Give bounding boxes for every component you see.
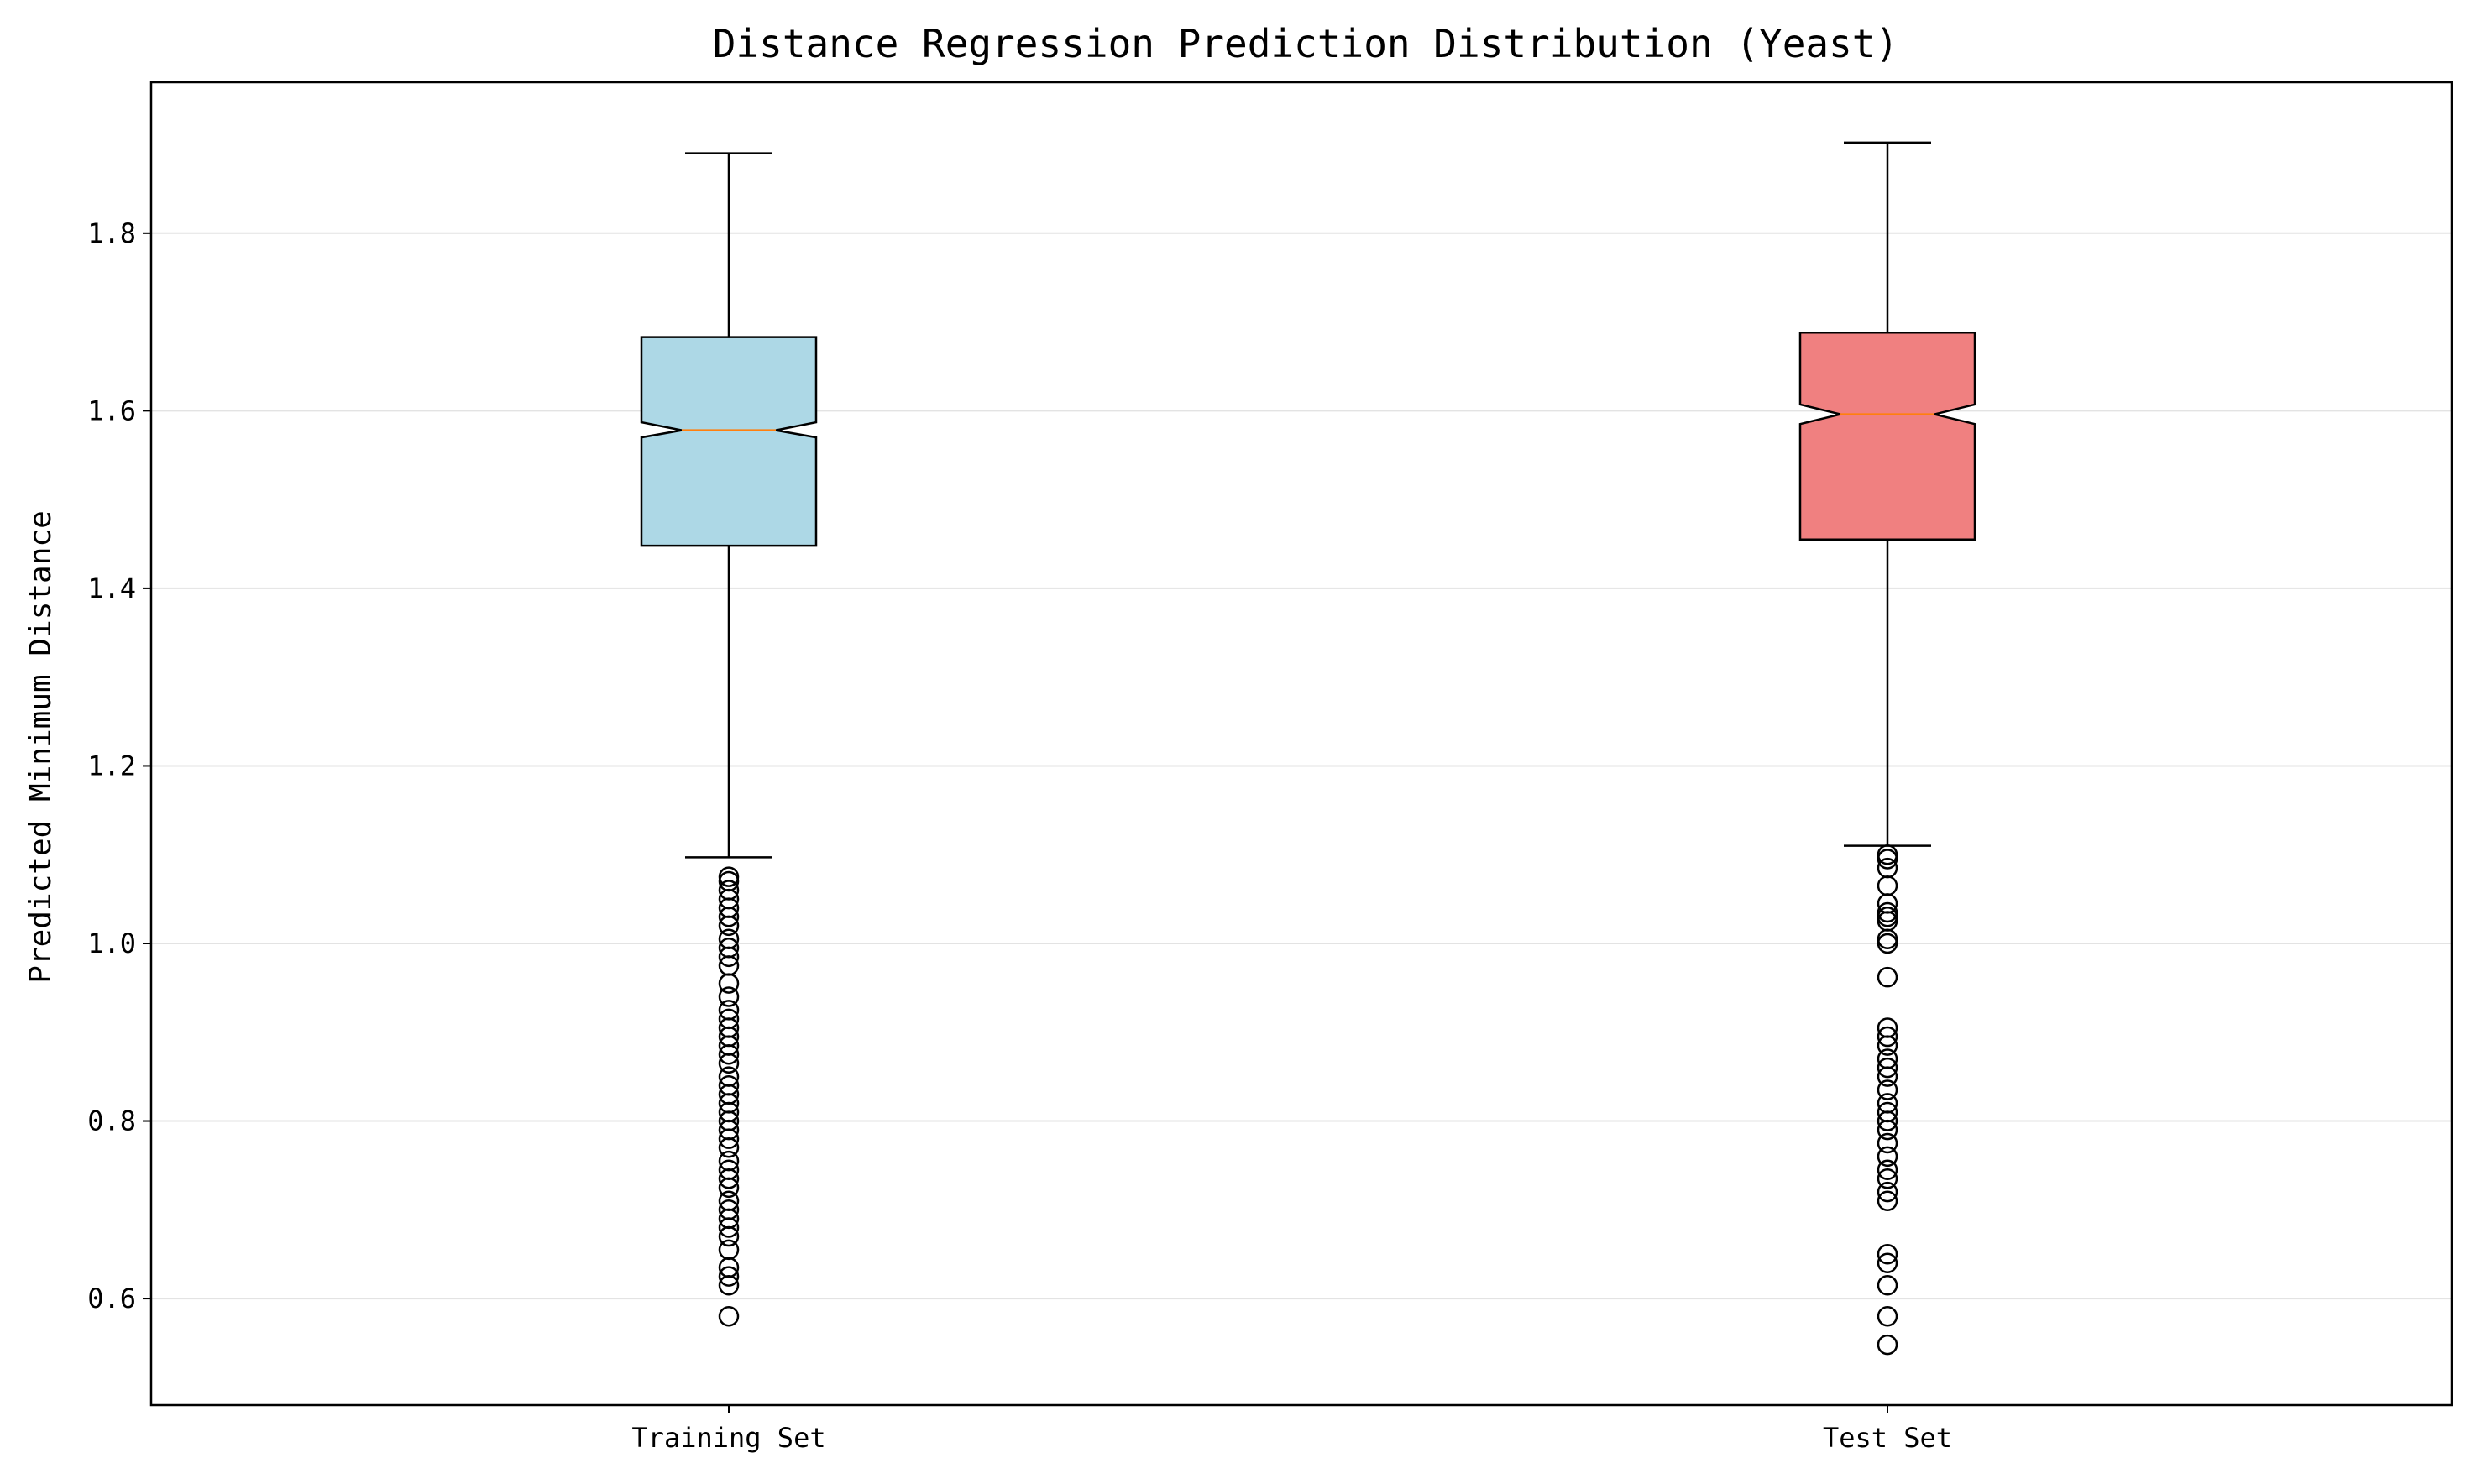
outlier-point: [718, 1137, 740, 1158]
outlier-point: [1877, 907, 1898, 928]
outlier-point: [718, 1239, 740, 1261]
outlier-point: [1877, 1305, 1898, 1327]
plot-frame: [149, 81, 2453, 1407]
outlier-point: [718, 1128, 740, 1149]
y-tick-label: 1.4: [87, 572, 136, 604]
y-axis-label: Predicted Minimum Distance: [24, 510, 58, 984]
outlier-point: [1877, 1119, 1898, 1141]
y-tick-label: 0.8: [87, 1105, 136, 1137]
outlier-point: [1877, 1146, 1898, 1168]
outlier-point: [1877, 1190, 1898, 1211]
x-ticks: Training Set Test Set: [631, 1405, 1952, 1454]
outlier-point: [718, 1274, 740, 1296]
outlier-point: [1877, 1159, 1898, 1180]
outlier-point: [1877, 1035, 1898, 1056]
outlier-point: [1877, 1181, 1898, 1203]
y-tick-label: 1.0: [87, 928, 136, 959]
outlier-point: [1877, 849, 1898, 870]
y-ticks: 0.6 0.8 1.0 1.2 1.4 1.6 1.8: [87, 217, 151, 1314]
x-tick-label: Test Set: [1823, 1422, 1952, 1454]
box-body: [640, 336, 818, 547]
outlier-point: [1877, 928, 1898, 949]
outlier-point: [1877, 933, 1898, 954]
outlier-point: [718, 907, 740, 928]
outlier-point: [1877, 1274, 1898, 1296]
chart-title: Distance Regression Prediction Distribut…: [713, 21, 1898, 66]
outlier-point: [1877, 1252, 1898, 1274]
outlier-point: [1877, 1026, 1898, 1048]
outlier-point: [718, 986, 740, 1007]
outlier-point: [1877, 966, 1898, 988]
outlier-point: [1877, 1057, 1898, 1079]
y-tick-label: 1.2: [87, 750, 136, 781]
y-tick-label: 0.6: [87, 1283, 136, 1314]
outlier-point: [1877, 1066, 1898, 1087]
outlier-point: [1877, 1243, 1898, 1265]
outlier-point: [718, 1168, 740, 1189]
outlier-point: [718, 973, 740, 994]
outlier-point: [718, 946, 740, 968]
outlier-point: [1877, 1168, 1898, 1189]
y-tick-label: 1.6: [87, 395, 136, 426]
outlier-point: [718, 1266, 740, 1287]
outlier-point: [718, 1053, 740, 1074]
outlier-point: [1877, 1110, 1898, 1131]
box-group: [1798, 141, 1976, 1356]
boxes: [640, 141, 1976, 1356]
outlier-point: [718, 1225, 740, 1247]
outlier-point: [718, 1305, 740, 1327]
y-tick-label: 1.8: [87, 217, 136, 249]
box-body: [1798, 332, 1976, 541]
box-group: [640, 152, 818, 1327]
outlier-point: [1877, 875, 1898, 896]
grid-lines: [151, 232, 2452, 1300]
x-tick-label: Training Set: [631, 1422, 825, 1454]
outlier-point: [718, 1177, 740, 1199]
outlier-point: [718, 1043, 740, 1065]
outlier-point: [1877, 1334, 1898, 1356]
outlier-point: [718, 915, 740, 937]
outlier-point: [1877, 1132, 1898, 1154]
outlier-point: [1877, 1079, 1898, 1100]
outlier-point: [718, 1217, 740, 1238]
